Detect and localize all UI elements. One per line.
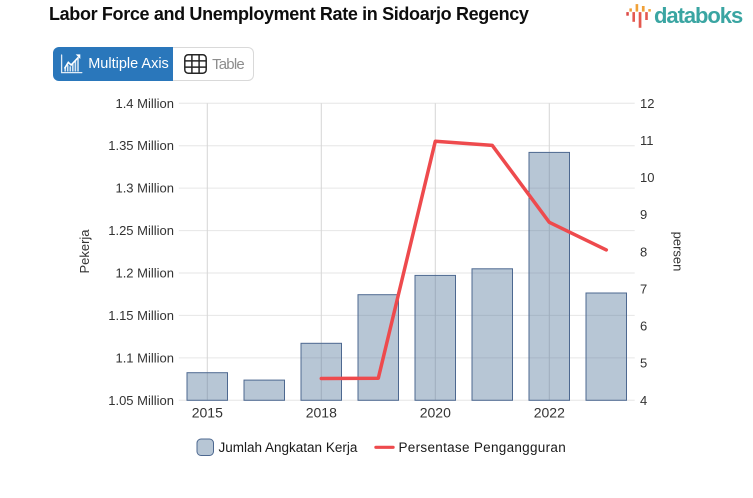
svg-text:2015: 2015 (192, 404, 223, 420)
svg-text:2018: 2018 (306, 404, 337, 420)
svg-text:2020: 2020 (420, 404, 451, 420)
svg-text:Persentase Pengangguran: Persentase Pengangguran (399, 440, 567, 455)
svg-text:Jumlah Angkatan Kerja: Jumlah Angkatan Kerja (219, 440, 358, 455)
svg-text:6: 6 (640, 319, 647, 334)
svg-text:8: 8 (640, 244, 647, 259)
svg-text:Pekerja: Pekerja (77, 229, 92, 274)
svg-text:4: 4 (640, 393, 647, 408)
svg-text:9: 9 (640, 207, 647, 222)
svg-text:persen: persen (671, 232, 686, 272)
svg-text:7: 7 (640, 281, 647, 296)
svg-text:5: 5 (640, 356, 647, 371)
svg-text:12: 12 (640, 96, 654, 111)
svg-text:1.2 Million: 1.2 Million (115, 266, 174, 281)
svg-text:1.05 Million: 1.05 Million (108, 393, 174, 408)
svg-text:11: 11 (640, 133, 654, 148)
svg-text:1.25 Million: 1.25 Million (108, 223, 174, 238)
svg-text:1.15 Million: 1.15 Million (108, 308, 174, 323)
svg-text:1.4 Million: 1.4 Million (115, 96, 174, 111)
svg-text:1.3 Million: 1.3 Million (115, 181, 174, 196)
svg-text:2022: 2022 (534, 404, 565, 420)
svg-text:1.35 Million: 1.35 Million (108, 138, 174, 153)
svg-text:1.1 Million: 1.1 Million (115, 350, 174, 365)
svg-text:10: 10 (640, 170, 654, 185)
